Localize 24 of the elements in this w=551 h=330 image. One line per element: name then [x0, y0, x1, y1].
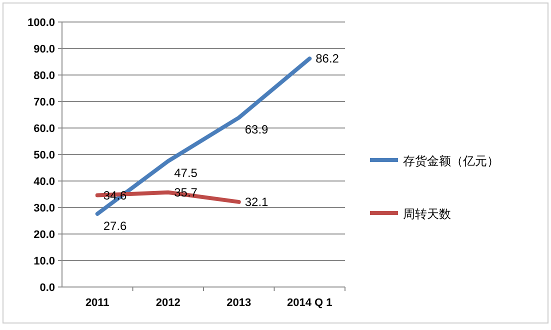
y-tick-label: 100.0: [27, 17, 55, 29]
x-tick-label: 2012: [156, 297, 180, 309]
y-tick-label: 50.0: [34, 150, 55, 162]
y-tick-label: 40.0: [34, 176, 55, 188]
line-series: [95, 56, 312, 216]
data-label: 27.6: [103, 218, 128, 233]
y-tick-label: 20.0: [34, 229, 55, 241]
y-tick-label: 0.0: [40, 282, 55, 294]
y-tick-label: 30.0: [34, 202, 55, 214]
y-tick-label: 70.0: [34, 96, 55, 108]
data-label: 32.1: [244, 194, 269, 209]
y-tick-label: 80.0: [34, 70, 55, 82]
y-tick-label: 90.0: [34, 44, 55, 56]
x-tick-label: 2013: [226, 297, 252, 309]
data-label: 86.2: [316, 52, 340, 66]
data-label: 35.7: [174, 185, 198, 200]
y-tick-label: 10.0: [34, 256, 55, 268]
legend-label: 存货金额（亿元）: [403, 154, 499, 168]
legend-label: 周转天数: [403, 207, 451, 221]
x-tick-label: 2011: [85, 297, 110, 309]
data-label: 47.5: [174, 166, 198, 180]
x-tick-label: 2014 Q 1: [286, 297, 332, 309]
data-label: 63.9: [244, 122, 269, 137]
y-tick-label: 60.0: [34, 123, 55, 135]
